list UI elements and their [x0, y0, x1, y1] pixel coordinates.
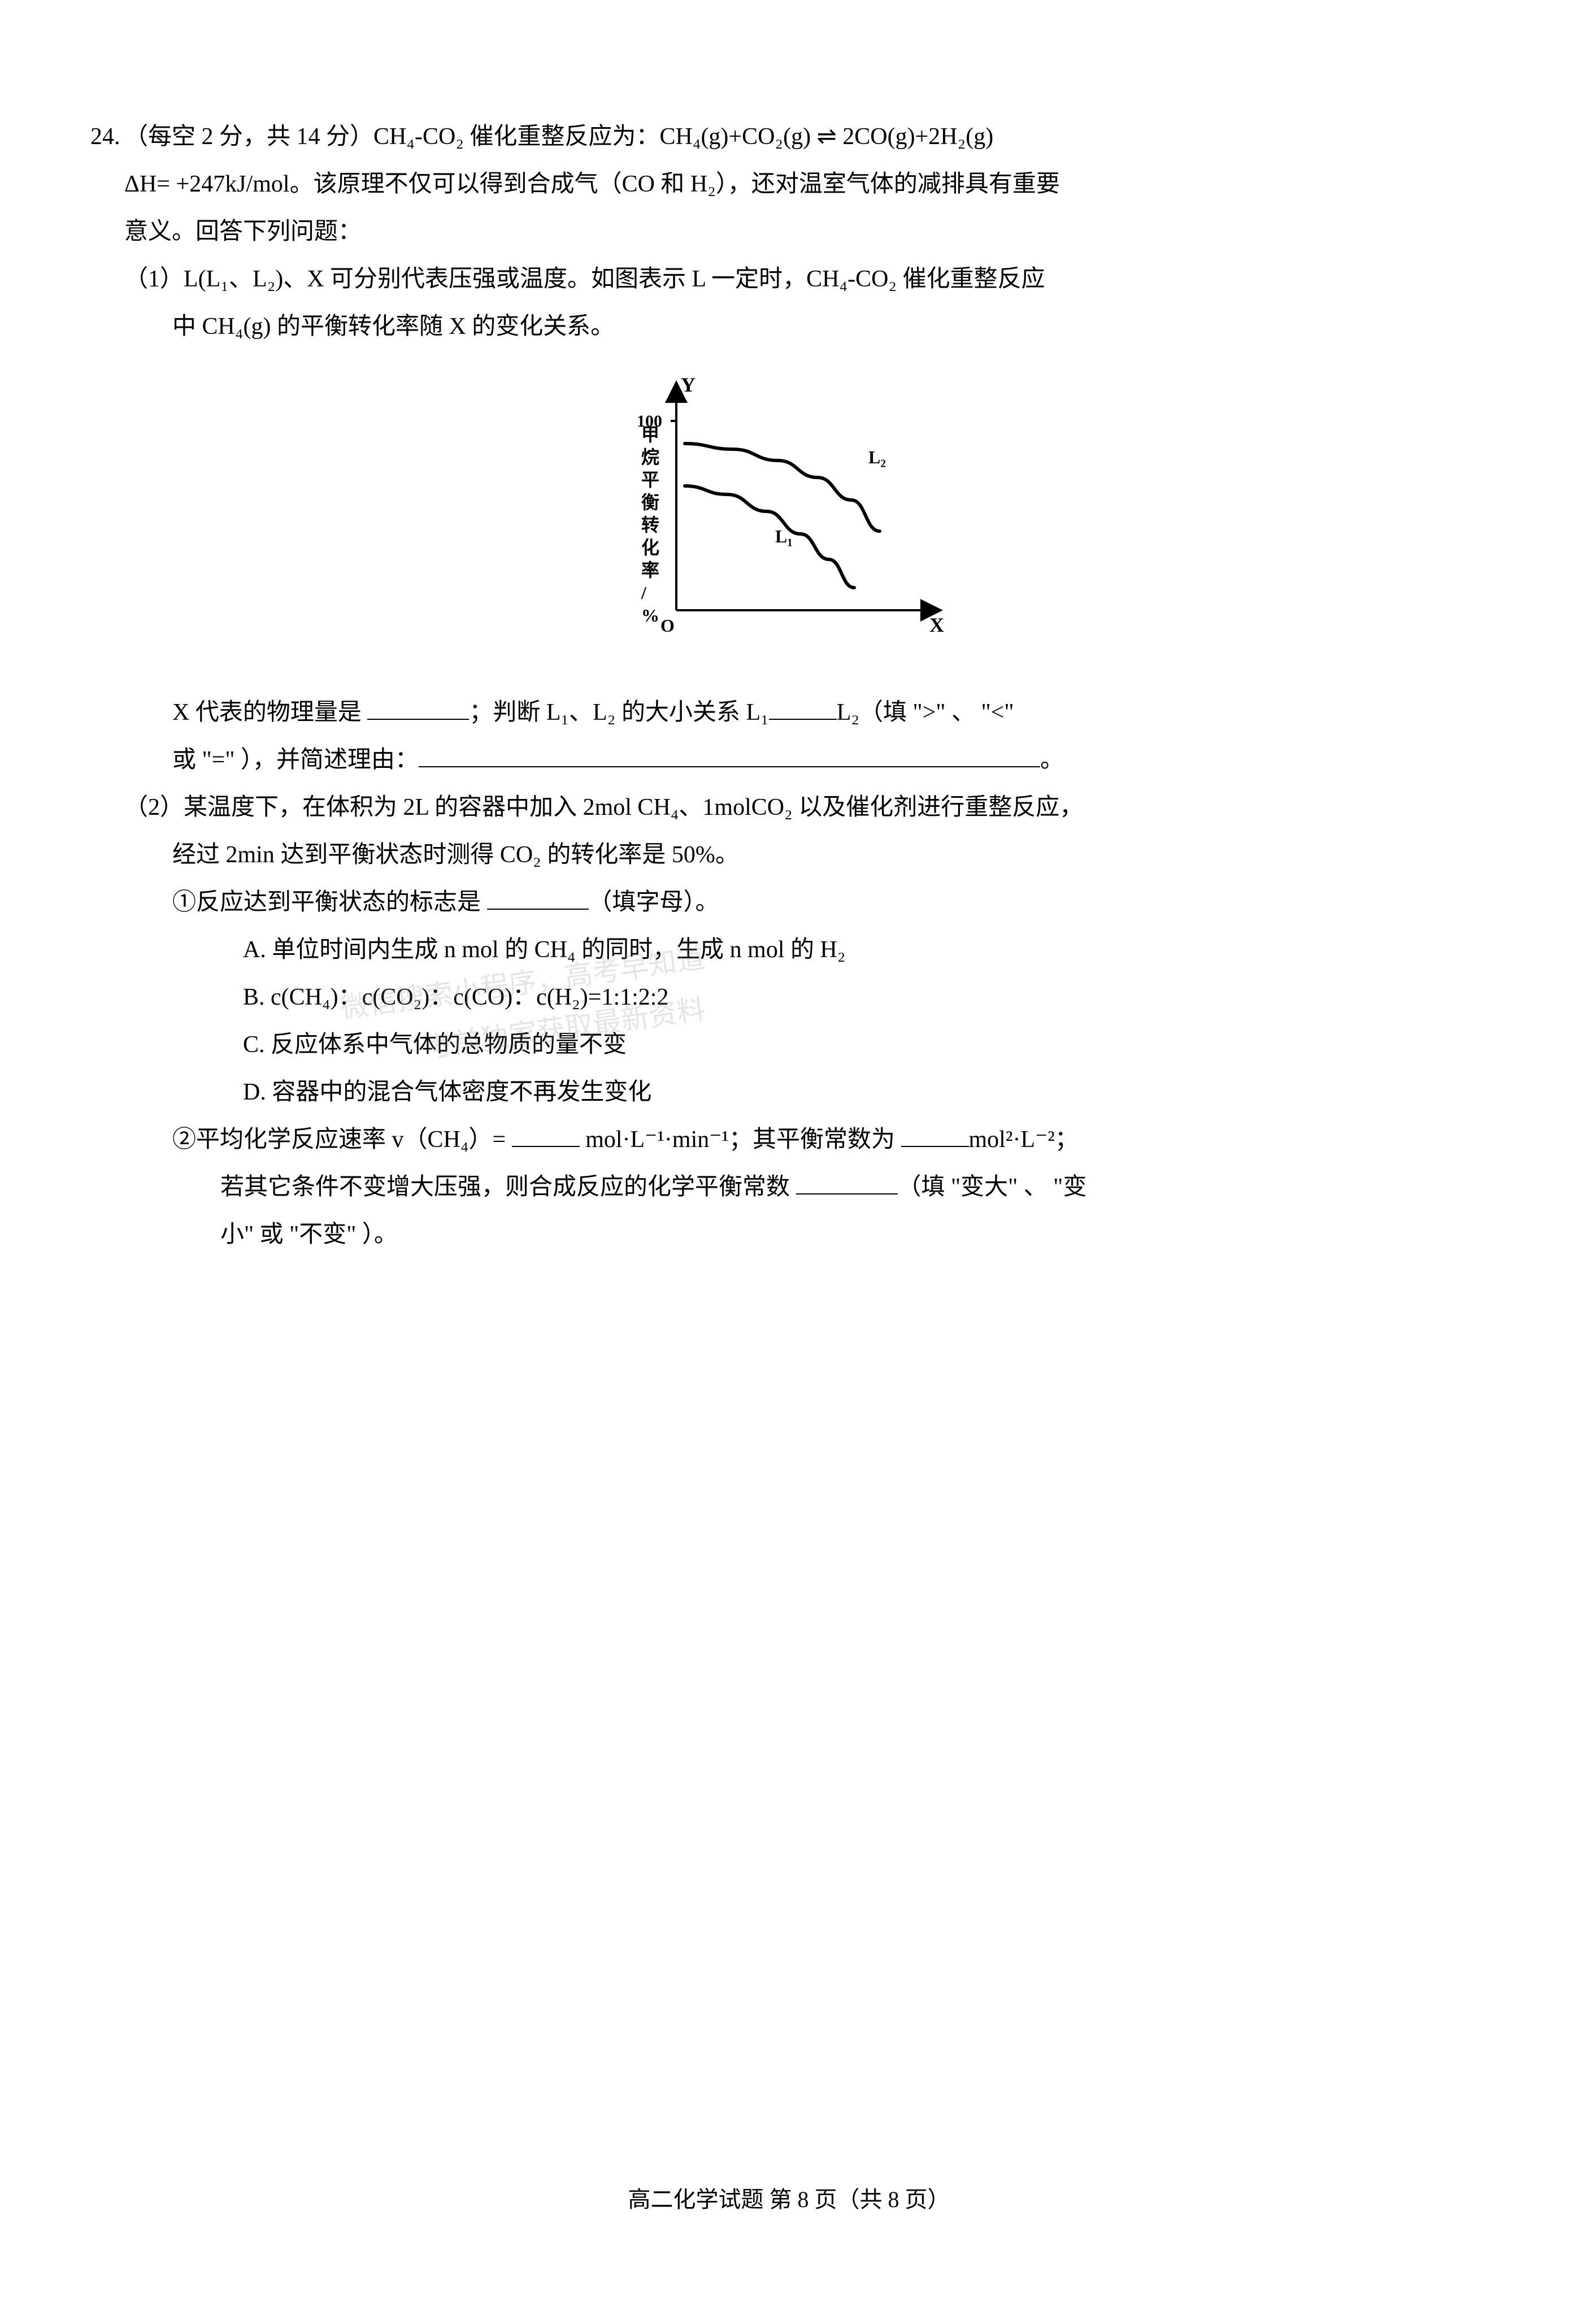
p1q-text-a: X 代表的物理量是 [172, 700, 367, 726]
blank-1 [367, 696, 469, 720]
sub1-prompt: ①反应达到平衡状态的标志是 [172, 889, 487, 915]
blank-2 [769, 696, 837, 720]
svg-text:甲: 甲 [641, 424, 659, 445]
sub1-suffix: （填字母）。 [589, 889, 719, 915]
sub2-l1-c: mol²·L⁻²； [969, 1127, 1079, 1153]
blank-6 [901, 1123, 969, 1147]
chart-container: YXO100甲烷平衡转化率/%L₂L₁ [124, 367, 1454, 666]
option-a: A. 单位时间内生成 n mol 的 CH₄ 的同时，生成 n mol 的 H₂ [124, 926, 1454, 974]
intro-line-1: （每空 2 分，共 14 分）CH₄-CO₂ 催化重整反应为：CH₄(g)+CO… [124, 113, 1454, 160]
blank-5 [512, 1123, 580, 1147]
blank-4 [487, 886, 589, 910]
intro-line-2: ΔH= +247kJ/mol。该原理不仅可以得到合成气（CO 和 H₂），还对温… [124, 160, 1454, 208]
svg-text:X: X [929, 614, 944, 636]
svg-text:%: % [641, 605, 659, 625]
intro-line-3: 意义。回答下列问题： [124, 208, 1454, 255]
svg-text:转: 转 [641, 515, 659, 535]
svg-text:L₂: L₂ [868, 447, 886, 467]
svg-text:化: 化 [641, 537, 659, 558]
svg-text:率: 率 [641, 560, 659, 580]
sub2-l1-a: ②平均化学反应速率 v（CH₄）= [172, 1127, 512, 1153]
page-footer: 高二化学试题 第 8 页（共 8 页） [0, 2177, 1578, 2222]
chart-svg: YXO100甲烷平衡转化率/%L₂L₁ [631, 367, 947, 650]
question-body: （每空 2 分，共 14 分）CH₄-CO₂ 催化重整反应为：CH₄(g)+CO… [124, 113, 1454, 1258]
sub2-l1-b: mol·L⁻¹·min⁻¹；其平衡常数为 [580, 1127, 901, 1153]
conversion-chart: YXO100甲烷平衡转化率/%L₂L₁ [631, 367, 947, 666]
part1-line-1: （1）L(L₁、L₂)、X 可分别代表压强或温度。如图表示 L 一定时，CH₄-… [124, 255, 1454, 303]
p1q2-text-a: 或 "=" ），并简述理由： [172, 747, 419, 773]
sub2-l2-a: 若其它条件不变增大压强，则合成反应的化学平衡常数 [220, 1174, 796, 1200]
svg-text:L₁: L₁ [775, 526, 793, 546]
option-b: B. c(CH₄)：c(CO₂)：c(CO)：c(H₂)=1:1:2:2 [124, 974, 1454, 1021]
svg-text:平: 平 [641, 470, 659, 490]
question-number: 24. [90, 113, 120, 160]
option-c: C. 反应体系中气体的总物质的量不变 [124, 1021, 1454, 1068]
question-24: 24. （每空 2 分，共 14 分）CH₄-CO₂ 催化重整反应为：CH₄(g… [124, 113, 1454, 1258]
svg-text:Y: Y [681, 373, 695, 396]
p1q-text-b: ；判断 L₁、L₂ 的大小关系 L₁ [469, 700, 768, 726]
part1-line-2: 中 CH₄(g) 的平衡转化率随 X 的变化关系。 [124, 303, 1454, 350]
part2-line-2: 经过 2min 达到平衡状态时测得 CO₂ 的转化率是 50%。 [124, 831, 1454, 879]
svg-text:烷: 烷 [641, 447, 659, 467]
sub2-l2-b: （填 "变大" 、 "变 [898, 1174, 1087, 1200]
option-d: D. 容器中的混合气体密度不再发生变化 [124, 1068, 1454, 1116]
sub2-line3: 小" 或 "不变" ）。 [124, 1211, 1454, 1258]
p1q2-text-b: 。 [1040, 747, 1064, 773]
svg-text:/: / [641, 583, 647, 603]
sub1-prompt-line: ①反应达到平衡状态的标志是 （填字母）。 [124, 879, 1454, 926]
sub2-line1: ②平均化学反应速率 v（CH₄）= mol·L⁻¹·min⁻¹；其平衡常数为 m… [124, 1116, 1454, 1163]
svg-text:衡: 衡 [641, 492, 659, 512]
part1-question-line1: X 代表的物理量是 ；判断 L₁、L₂ 的大小关系 L₁ L₂（填 ">" 、 "… [124, 689, 1454, 736]
part1-question-line2: 或 "=" ），并简述理由： 。 [124, 736, 1454, 784]
part2-line-1: （2）某温度下，在体积为 2L 的容器中加入 2mol CH₄、1molCO₂ … [124, 784, 1454, 831]
p1q-text-c: L₂（填 ">" 、 "<" [837, 700, 1014, 726]
sub2-line2: 若其它条件不变增大压强，则合成反应的化学平衡常数 （填 "变大" 、 "变 [124, 1163, 1454, 1211]
blank-3 [419, 744, 1040, 767]
blank-7 [796, 1171, 898, 1194]
svg-text:O: O [660, 615, 675, 636]
